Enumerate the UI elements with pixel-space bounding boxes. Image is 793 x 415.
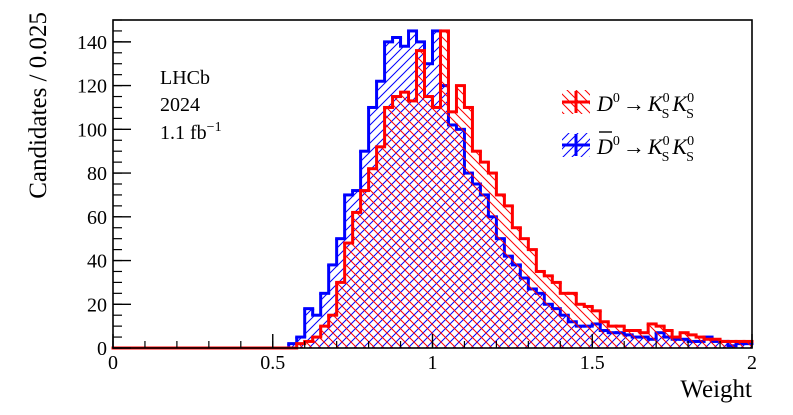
legend-d0bar-k2-sub: S [686,150,694,165]
x-axis-title: Weight [680,376,752,403]
legend-d0-particle-sup: 0 [613,91,620,106]
y-tick-label: 80 [87,163,107,185]
luminosity-exponent: −1 [207,120,222,135]
legend-d0-particle: D [596,91,613,116]
y-tick-label: 140 [77,32,107,54]
legend-d0-k1: K [647,91,664,116]
x-tick-label: 2 [747,352,757,374]
legend-d0-arrow: → [623,91,645,116]
legend-d0bar-k2-sup: 0 [687,134,694,149]
y-tick-label: 40 [87,251,107,273]
legend-d0-k1-sub: S [662,107,670,122]
legend-d0bar-particle-sup: 0 [613,134,620,149]
legend-d0-k1-sup: 0 [663,91,670,106]
legend-d0bar-k2: K [671,134,688,159]
y-tick-label: 120 [77,76,107,98]
legend-d0bar-k1-sup: 0 [663,134,670,149]
experiment-label: LHCb [160,67,210,89]
x-tick-label: 0.5 [260,352,285,374]
luminosity-value: 1.1 fb [160,122,207,144]
legend-d0-k2-sup: 0 [687,91,694,106]
legend: D0 → K0 S K0 S D0 → K0 S K0 S [562,90,694,165]
legend-d0bar-particle: D [596,134,613,159]
x-tick-label: 1.5 [580,352,605,374]
y-tick-label: 0 [97,338,107,360]
legend-label-d0bar: D0 → K0 S K0 S [596,134,694,165]
x-tick-label: 0 [108,352,118,374]
y-tick-label: 20 [87,294,107,316]
year-label: 2024 [160,94,200,116]
series-fill-d0 [113,30,752,348]
y-tick-label: 60 [87,207,107,229]
y-axis-title: Candidates / 0.025 [25,12,52,199]
legend-d0bar-k1-sub: S [662,150,670,165]
legend-d0-k2: K [671,91,688,116]
luminosity-label: 1.1 fb−1 [160,120,222,144]
legend-d0-k2-sub: S [686,107,694,122]
legend-entry-d0: D0 → K0 S K0 S [562,90,694,122]
x-tick-label: 1 [428,352,438,374]
y-tick-label: 100 [77,119,107,141]
legend-d0bar-k1: K [647,134,664,159]
legend-label-d0: D0 → K0 S K0 S [596,91,694,122]
legend-entry-d0bar: D0 → K0 S K0 S [562,131,694,165]
legend-d0bar-arrow: → [623,134,645,159]
